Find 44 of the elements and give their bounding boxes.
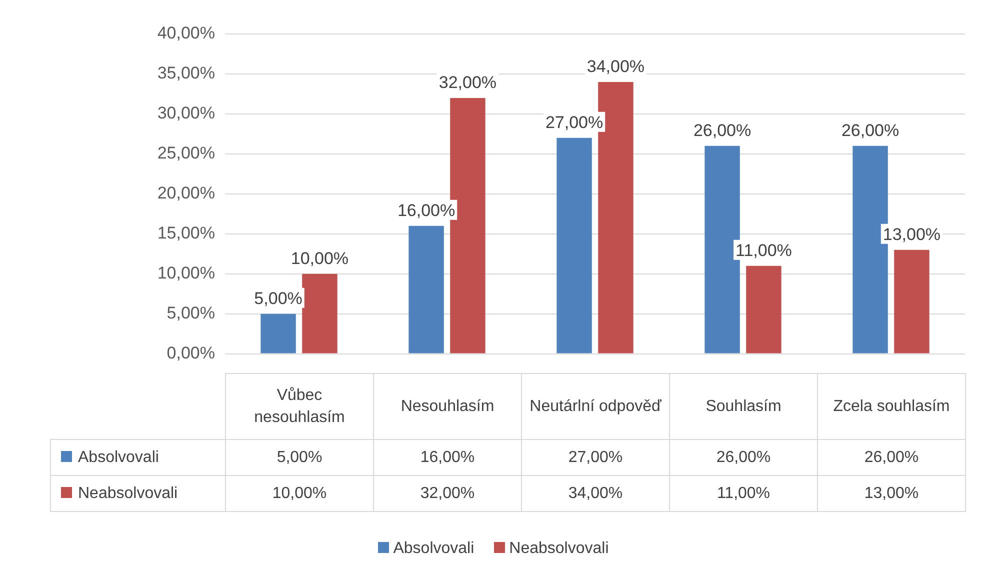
bar [302, 274, 338, 354]
data-label: 5,00% [226, 440, 374, 476]
x-tick-label: Nesouhlasím [374, 374, 522, 440]
bar [746, 266, 782, 354]
y-tick-label: 35,00% [157, 64, 215, 83]
data-label: 32,00% [374, 476, 522, 512]
y-tick-label: 25,00% [157, 144, 215, 163]
y-tick-label: 30,00% [157, 104, 215, 123]
x-tick-label: Souhlasím [670, 374, 818, 440]
x-tick-label: Neutárlní odpověď [522, 374, 670, 440]
text: 13,00% [882, 225, 941, 244]
data-label: 27,00% [522, 440, 670, 476]
x-tick-label: Vůbec nesouhlasím [226, 374, 374, 440]
text: 27,00% [545, 113, 604, 132]
x-tick-label: Zcela souhlasím [818, 374, 966, 440]
text: Neabsolvovali [509, 540, 609, 557]
y-tick-label: 5,00% [166, 304, 215, 323]
text: 26,00% [693, 121, 752, 140]
data-label: 13,00% [818, 476, 966, 512]
text: 11,00% [736, 241, 792, 260]
bar [408, 226, 444, 354]
y-tick-label: 20,00% [157, 184, 215, 203]
data-label: 10,00% [226, 476, 374, 512]
legend-label: Neabsolvovali [50, 476, 226, 512]
text: 34,00% [586, 57, 645, 76]
text: 32,00% [438, 73, 497, 92]
data-label: 34,00% [522, 476, 670, 512]
data-label: 26,00% [818, 440, 966, 476]
text: 26,00% [841, 121, 900, 140]
data-label: 11,00% [670, 476, 818, 512]
text: Absolvovali [393, 540, 474, 557]
data-label: 16,00% [374, 440, 522, 476]
text: 16,00% [397, 201, 456, 220]
legend-label: Absolvovali [50, 440, 226, 476]
y-tick-label: 40,00% [157, 24, 215, 43]
text: 10,00% [290, 249, 349, 268]
y-tick-label: 15,00% [157, 224, 215, 243]
y-tick-label: 10,00% [157, 264, 215, 283]
data-label: 26,00% [670, 440, 818, 476]
bar [894, 250, 930, 354]
text: 5,00% [254, 289, 302, 308]
y-tick-label: 0,00% [166, 343, 215, 362]
bar [556, 138, 592, 354]
bar [260, 314, 296, 354]
